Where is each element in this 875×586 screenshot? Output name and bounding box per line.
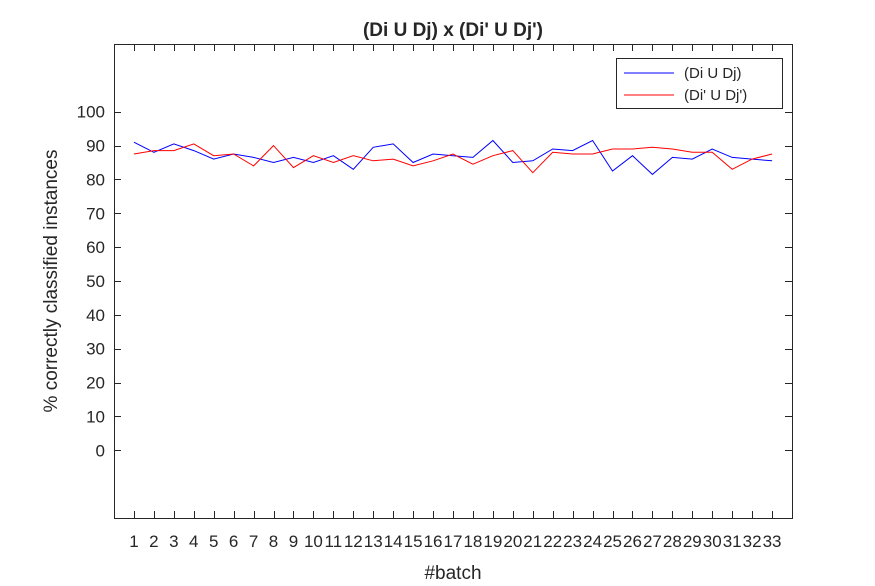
y-tick-label: 70: [86, 204, 105, 223]
x-tick-label: 14: [384, 532, 403, 551]
chart-marks: 1 2 3 4 5 6 7 8 9 10 11 12 13 14 15 16 17 18 19 20 21 22 23 24 2…: [77, 44, 792, 551]
x-tick-label: 19: [483, 532, 502, 551]
x-tick-label: 7: [249, 532, 258, 551]
x-tick-label: 15: [404, 532, 423, 551]
x-tick-label: 6: [229, 532, 238, 551]
series-line: [133, 139, 773, 176]
x-tick-label: 27: [643, 532, 662, 551]
x-tick-label: 1: [129, 532, 138, 551]
x-tick-label: 31: [723, 532, 742, 551]
x-tick-label: 3: [169, 532, 178, 551]
plot-background: [114, 44, 792, 518]
y-tick-label: 10: [86, 407, 105, 426]
x-tick-label: 25: [603, 532, 622, 551]
x-tick-label: 17: [444, 532, 463, 551]
y-tick-label: 80: [86, 170, 105, 189]
x-axis-label: #batch: [424, 563, 481, 584]
legend-label: (Di' U Dj'): [684, 87, 747, 104]
x-tick-label: 33: [763, 532, 782, 551]
x-tick-label: 10: [304, 532, 323, 551]
x-tick-label: 18: [463, 532, 482, 551]
x-tick-label: 26: [623, 532, 642, 551]
x-tick-label: 21: [523, 532, 542, 551]
x-tick-label: 22: [543, 532, 562, 551]
y-tick-label: 60: [86, 238, 105, 257]
legend-label: (Di U Dj): [684, 65, 742, 82]
chart-title: (Di U Dj) x (Di' U Dj'): [363, 20, 543, 41]
y-tick-label: 100: [77, 103, 105, 122]
x-tick-label: 23: [563, 532, 582, 551]
x-tick-label: 11: [325, 532, 343, 551]
series-line: [133, 143, 773, 174]
y-axis-label: % correctly classified instances: [41, 150, 62, 413]
x-tick-label: 4: [189, 532, 198, 551]
x-tick-label: 12: [344, 532, 363, 551]
x-tick-label: 32: [743, 532, 762, 551]
x-tick-label: 28: [663, 532, 682, 551]
x-tick-label: 9: [289, 532, 298, 551]
x-tick-label: 16: [424, 532, 443, 551]
x-tick-label: 29: [683, 532, 702, 551]
x-tick-label: 20: [503, 532, 522, 551]
x-tick-label: 24: [583, 532, 602, 551]
legend: (Di U Dj) (Di' U Dj'): [616, 58, 783, 109]
x-tick-label: 13: [364, 532, 383, 551]
y-tick-label: 50: [86, 272, 105, 291]
plot-box: [114, 44, 793, 519]
y-tick-label: 20: [86, 374, 105, 393]
y-tick-label: 0: [96, 441, 105, 460]
y-tick-label: 90: [86, 137, 105, 156]
y-tick-label: 30: [86, 340, 105, 359]
y-tick-label: 40: [86, 306, 105, 325]
x-tick-label: 5: [209, 532, 218, 551]
x-tick-label: 30: [703, 532, 722, 551]
legend-box: [616, 58, 783, 109]
x-tick-label: 8: [269, 532, 278, 551]
x-tick-label: 2: [149, 532, 158, 551]
